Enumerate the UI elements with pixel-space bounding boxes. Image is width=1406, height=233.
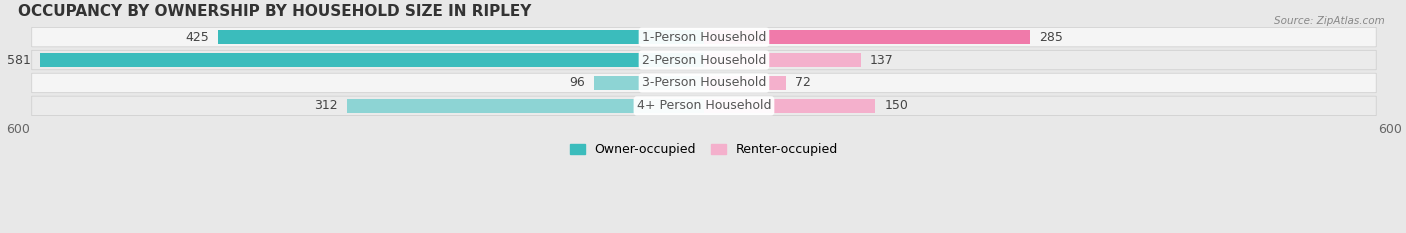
Text: 2-Person Household: 2-Person Household [641, 54, 766, 67]
Text: 96: 96 [569, 76, 585, 89]
Legend: Owner-occupied, Renter-occupied: Owner-occupied, Renter-occupied [565, 138, 844, 161]
Bar [218, 30, 704, 44]
FancyBboxPatch shape [32, 50, 1376, 70]
Text: 4+ Person Household: 4+ Person Household [637, 99, 772, 112]
Text: 150: 150 [884, 99, 908, 112]
Text: 1-Person Household: 1-Person Household [641, 31, 766, 44]
Bar [704, 53, 860, 67]
Bar [704, 30, 1029, 44]
Text: 285: 285 [1039, 31, 1063, 44]
FancyBboxPatch shape [32, 96, 1376, 116]
Text: 581: 581 [7, 54, 31, 67]
Bar [704, 76, 786, 90]
Bar [595, 76, 704, 90]
Text: 3-Person Household: 3-Person Household [641, 76, 766, 89]
Text: Source: ZipAtlas.com: Source: ZipAtlas.com [1274, 16, 1385, 26]
Text: 312: 312 [315, 99, 339, 112]
Text: 72: 72 [796, 76, 811, 89]
Text: OCCUPANCY BY OWNERSHIP BY HOUSEHOLD SIZE IN RIPLEY: OCCUPANCY BY OWNERSHIP BY HOUSEHOLD SIZE… [18, 4, 531, 19]
FancyBboxPatch shape [32, 73, 1376, 93]
Bar [39, 53, 704, 67]
FancyBboxPatch shape [32, 27, 1376, 47]
Bar [704, 99, 876, 113]
Text: 137: 137 [870, 54, 893, 67]
Text: 425: 425 [186, 31, 209, 44]
Bar [347, 99, 704, 113]
